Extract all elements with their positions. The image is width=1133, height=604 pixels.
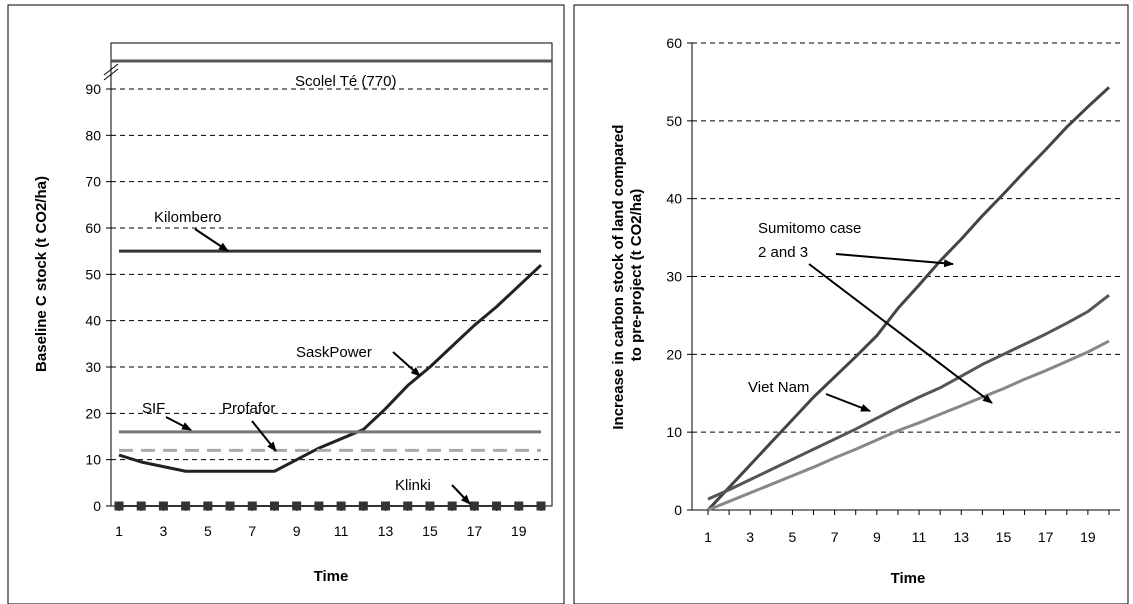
- annotation-kilombero: Kilombero: [154, 209, 222, 226]
- left-series-klinki-point: [136, 501, 146, 511]
- arrow-viet-nam: [825, 393, 871, 412]
- right-series-unlabeled-2: [707, 339, 1110, 512]
- left-x-tick-label: 3: [160, 523, 168, 539]
- left-x-tick-label: 19: [511, 523, 527, 539]
- left-y-tick-label: 10: [85, 452, 101, 468]
- arrow-klinki: [451, 484, 471, 505]
- right-x-tick-label: 17: [1038, 529, 1054, 545]
- left-series-klinki-point: [403, 501, 413, 511]
- left-series-klinki-point: [114, 501, 124, 511]
- arrow-saskpower: [392, 351, 421, 377]
- right-series: [706, 86, 1111, 512]
- left-series-klinki-point: [336, 501, 346, 511]
- left-series-saskpower: [118, 263, 543, 473]
- arrow-profafor: [251, 420, 277, 452]
- left-series-klinki-point: [536, 501, 546, 511]
- left-series: [111, 59, 552, 511]
- right-x-tick-label: 15: [996, 529, 1012, 545]
- left-y-tick-label: 40: [85, 313, 101, 329]
- right-y-ticks: 0 10 20 30 40 50 60: [666, 35, 692, 518]
- arrow-sumitomo-lower: [808, 263, 993, 404]
- right-x-tick-label: 3: [746, 529, 754, 545]
- left-x-tick-label: 7: [248, 523, 256, 539]
- left-y-tick-label: 60: [85, 220, 101, 236]
- right-x-tick-label: 13: [953, 529, 969, 545]
- arrow-kilombero: [194, 228, 229, 252]
- left-y-tick-label: 80: [85, 127, 101, 143]
- annotation-scolel-te: Scolel Té (770): [295, 73, 396, 90]
- left-series-klinki-point: [492, 501, 502, 511]
- right-x-tick-label: 11: [912, 529, 927, 545]
- right-x-ticks: 1 3 5 7 9 11 13 15 17 19: [704, 510, 1110, 545]
- left-series-klinki-point: [514, 501, 524, 511]
- right-y-tick-label: 10: [666, 424, 682, 440]
- left-y-tick-label: 90: [85, 81, 101, 97]
- left-series-klinki-point: [269, 501, 279, 511]
- right-panel-frame: [573, 4, 1129, 604]
- annotation-sif: SIF: [142, 400, 165, 417]
- right-x-axis-title: Time: [891, 570, 926, 587]
- left-y-ticks: 0 10 20 30 40 50 60 70 80 90: [85, 81, 111, 514]
- right-y-axis-title-line2: to pre-project (t CO2/ha): [628, 189, 645, 362]
- left-x-ticks: 1 3 5 7 9 11 13 15 17 19: [115, 506, 542, 539]
- annotation-viet-nam: Viet Nam: [748, 379, 809, 396]
- right-y-tick-label: 40: [666, 191, 682, 207]
- left-series-klinki-point: [247, 501, 257, 511]
- arrow-sif: [165, 416, 192, 431]
- right-x-tick-label: 7: [831, 529, 839, 545]
- left-series-klinki-point: [203, 501, 213, 511]
- right-y-tick-label: 60: [666, 35, 682, 51]
- left-series-klinki-point: [292, 501, 302, 511]
- left-x-tick-label: 15: [422, 523, 438, 539]
- left-axis-break: [103, 63, 119, 81]
- left-series-klinki-point: [225, 501, 235, 511]
- left-series-klinki-point: [425, 501, 435, 511]
- right-y-tick-label: 20: [666, 346, 682, 362]
- left-y-tick-label: 30: [85, 359, 101, 375]
- annotation-saskpower: SaskPower: [296, 344, 372, 361]
- left-y-axis-title: Baseline C stock (t CO2/ha): [33, 176, 50, 372]
- left-x-axis-title: Time: [314, 568, 349, 585]
- left-series-klinki-point: [447, 501, 457, 511]
- right-y-axis-title: Increase in carbon stock of land compare…: [610, 120, 645, 429]
- arrow-sumitomo-upper: [835, 253, 954, 268]
- annotation-klinki: Klinki: [395, 477, 431, 494]
- left-series-klinki-point: [158, 501, 168, 511]
- right-x-tick-label: 1: [704, 529, 712, 545]
- right-x-tick-label: 9: [873, 529, 881, 545]
- left-x-tick-label: 17: [467, 523, 483, 539]
- left-series-klinki-point: [314, 501, 324, 511]
- annotation-sumitomo-line2: 2 and 3: [758, 244, 808, 261]
- left-x-tick-label: 1: [115, 523, 123, 539]
- left-x-tick-label: 13: [378, 523, 394, 539]
- right-y-tick-label: 50: [666, 113, 682, 129]
- left-x-tick-label: 9: [293, 523, 301, 539]
- annotation-profafor: Profafor: [222, 400, 275, 417]
- right-x-tick-label: 5: [789, 529, 797, 545]
- left-x-tick-label: 11: [334, 523, 349, 539]
- left-series-klinki-point: [469, 501, 479, 511]
- right-y-tick-label: 30: [666, 269, 682, 285]
- right-series-sumitomo-case-2-and-3: [706, 86, 1111, 512]
- left-gridlines: [111, 88, 552, 461]
- annotation-sumitomo-line1: Sumitomo case: [758, 220, 861, 237]
- left-y-tick-label: 70: [85, 174, 101, 190]
- left-series-klinki-point: [181, 501, 191, 511]
- left-x-tick-label: 5: [204, 523, 212, 539]
- right-y-axis-title-line1: Increase in carbon stock of land compare…: [610, 125, 627, 430]
- right-series-viet-nam: [707, 293, 1110, 501]
- left-series-klinki-point: [358, 501, 368, 511]
- right-y-tick-label: 0: [674, 502, 682, 518]
- left-series-klinki-point: [381, 501, 391, 511]
- left-y-tick-label: 0: [93, 498, 101, 514]
- left-y-tick-label: 50: [85, 266, 101, 282]
- left-y-tick-label: 20: [85, 405, 101, 421]
- right-x-tick-label: 19: [1080, 529, 1096, 545]
